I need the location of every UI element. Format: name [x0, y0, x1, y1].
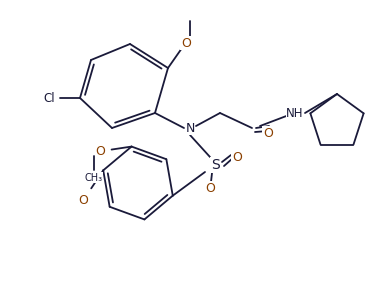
- Text: O: O: [263, 126, 273, 140]
- Text: O: O: [181, 36, 191, 50]
- Text: O: O: [232, 151, 242, 163]
- Text: O: O: [96, 145, 106, 158]
- Text: S: S: [211, 158, 219, 172]
- Text: O: O: [205, 181, 215, 195]
- Text: O: O: [78, 194, 88, 207]
- Text: N: N: [185, 121, 195, 135]
- Text: CH₃: CH₃: [85, 173, 102, 183]
- Text: NH: NH: [286, 106, 304, 120]
- Text: Cl: Cl: [43, 91, 55, 105]
